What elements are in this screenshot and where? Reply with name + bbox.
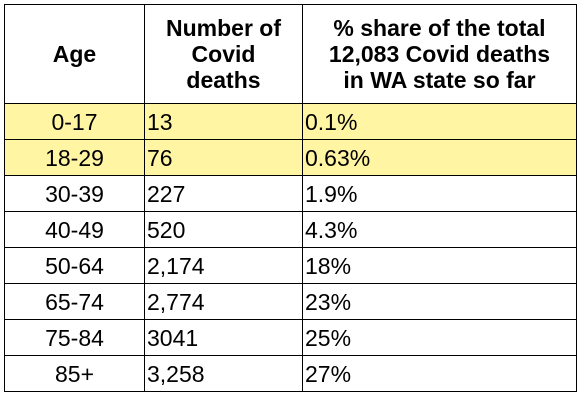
header-row: Age Number of Covid deaths % share of th… xyxy=(4,4,577,104)
share-cell: 4.3% xyxy=(302,211,577,248)
age-cell: 65-74 xyxy=(4,283,145,320)
table-row: 30-39 227 1.9% xyxy=(4,175,577,212)
header-number-line: Number of xyxy=(166,15,281,41)
header-age-line: Age xyxy=(52,41,97,67)
table-row: 18-29 76 0.63% xyxy=(4,139,577,176)
share-cell: 25% xyxy=(302,319,577,356)
covid-deaths-table: Age Number of Covid deaths % share of th… xyxy=(4,4,577,392)
age-cell: 75-84 xyxy=(4,319,145,356)
age-cell: 0-17 xyxy=(4,103,145,140)
header-share-line: in WA state so far xyxy=(343,67,536,93)
deaths-cell: 13 xyxy=(144,103,303,140)
age-cell: 18-29 xyxy=(4,139,145,176)
deaths-cell: 2,174 xyxy=(144,247,303,284)
header-number-of-deaths: Number of Covid deaths xyxy=(144,4,303,104)
header-age: Age xyxy=(4,4,145,104)
header-share-line: % share of the total xyxy=(333,15,546,41)
table-body: 0-17 13 0.1% 18-29 76 0.63% 30-39 227 1.… xyxy=(4,103,577,392)
share-cell: 23% xyxy=(302,283,577,320)
deaths-cell: 520 xyxy=(144,211,303,248)
age-cell: 40-49 xyxy=(4,211,145,248)
age-cell: 30-39 xyxy=(4,175,145,212)
share-cell: 1.9% xyxy=(302,175,577,212)
share-cell: 0.63% xyxy=(302,139,577,176)
table-header: Age Number of Covid deaths % share of th… xyxy=(4,4,577,104)
table-row: 0-17 13 0.1% xyxy=(4,103,577,140)
table-row: 50-64 2,174 18% xyxy=(4,247,577,284)
table-row: 65-74 2,774 23% xyxy=(4,283,577,320)
deaths-cell: 2,774 xyxy=(144,283,303,320)
share-cell: 27% xyxy=(302,355,577,392)
header-share-line: 12,083 Covid deaths xyxy=(328,41,551,67)
share-cell: 18% xyxy=(302,247,577,284)
header-number-line: Covid xyxy=(191,41,256,67)
table-row: 75-84 3041 25% xyxy=(4,319,577,356)
deaths-cell: 3041 xyxy=(144,319,303,356)
deaths-cell: 227 xyxy=(144,175,303,212)
deaths-cell: 3,258 xyxy=(144,355,303,392)
table-row: 85+ 3,258 27% xyxy=(4,355,577,392)
header-number-line: deaths xyxy=(186,67,261,93)
header-percent-share: % share of the total 12,083 Covid deaths… xyxy=(302,4,577,104)
age-cell: 50-64 xyxy=(4,247,145,284)
share-cell: 0.1% xyxy=(302,103,577,140)
age-cell: 85+ xyxy=(4,355,145,392)
table-row: 40-49 520 4.3% xyxy=(4,211,577,248)
deaths-cell: 76 xyxy=(144,139,303,176)
